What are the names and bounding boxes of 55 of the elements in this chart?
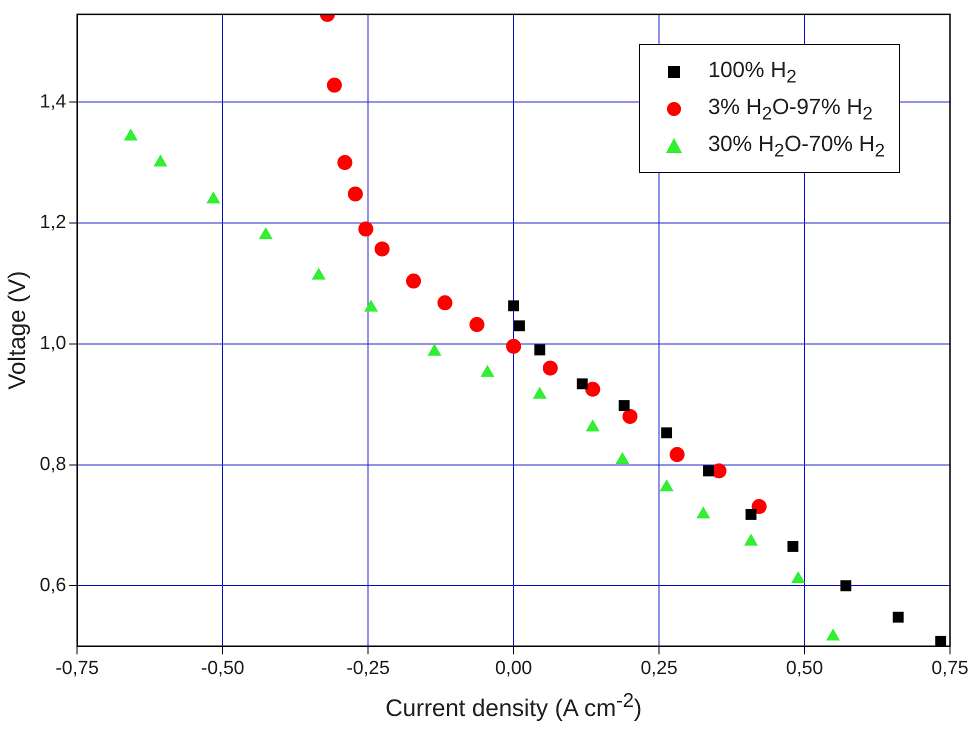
point (348, 186, 363, 202)
point (534, 344, 546, 356)
y-tick-label: 1,4 (40, 91, 67, 112)
point (703, 465, 714, 476)
point (406, 274, 422, 289)
y-tick-label: 0,8 (40, 454, 66, 476)
point (826, 629, 840, 641)
point (542, 360, 558, 376)
point (696, 506, 710, 518)
y-axis-title: Voltage (V) (4, 270, 32, 390)
point (364, 300, 378, 312)
point (660, 480, 674, 492)
point (670, 447, 685, 462)
point (622, 408, 638, 424)
x-tick-label: -0,25 (346, 658, 390, 679)
x-tick-label: 0,00 (495, 658, 532, 679)
x-tick-label: 0,75 (932, 658, 968, 679)
x-tick-label: 0,25 (640, 658, 678, 679)
point (746, 508, 756, 520)
point (428, 344, 442, 356)
point (374, 241, 390, 256)
point (506, 338, 522, 354)
x-axis-title: Current density (A cm$^{-2}$) (384, 690, 643, 723)
point (437, 295, 452, 310)
point (533, 387, 546, 399)
y-tick-label: 1,2 (40, 212, 66, 234)
point (312, 268, 326, 280)
point (744, 534, 758, 546)
x-tick-label: 0,50 (786, 658, 824, 679)
point (787, 540, 798, 552)
point (469, 317, 484, 332)
point (935, 636, 946, 646)
point (840, 580, 852, 592)
point (618, 400, 630, 412)
point (661, 427, 672, 438)
point (358, 222, 374, 237)
point (576, 378, 588, 390)
point (585, 382, 600, 397)
point (892, 612, 904, 623)
x-tick-label: -0,50 (201, 658, 244, 679)
legend-label: 100% H$_{2}$ (708, 56, 797, 88)
legend-label: 30% H$_{2}$O-70% H$_{2}$ (708, 130, 885, 162)
point (752, 499, 767, 514)
y-tick-label: 1,0 (40, 333, 66, 354)
legend-label: 3% H$_{2}$O-97% H$_{2}$ (708, 94, 873, 124)
point (586, 420, 600, 432)
x-tick-label: -0,75 (56, 658, 99, 679)
point (326, 78, 342, 93)
point (792, 572, 805, 584)
point (337, 155, 352, 170)
point (712, 463, 727, 478)
point (514, 320, 525, 332)
y-tick-label: 0,6 (40, 574, 66, 596)
point (508, 300, 520, 312)
point (616, 452, 629, 464)
